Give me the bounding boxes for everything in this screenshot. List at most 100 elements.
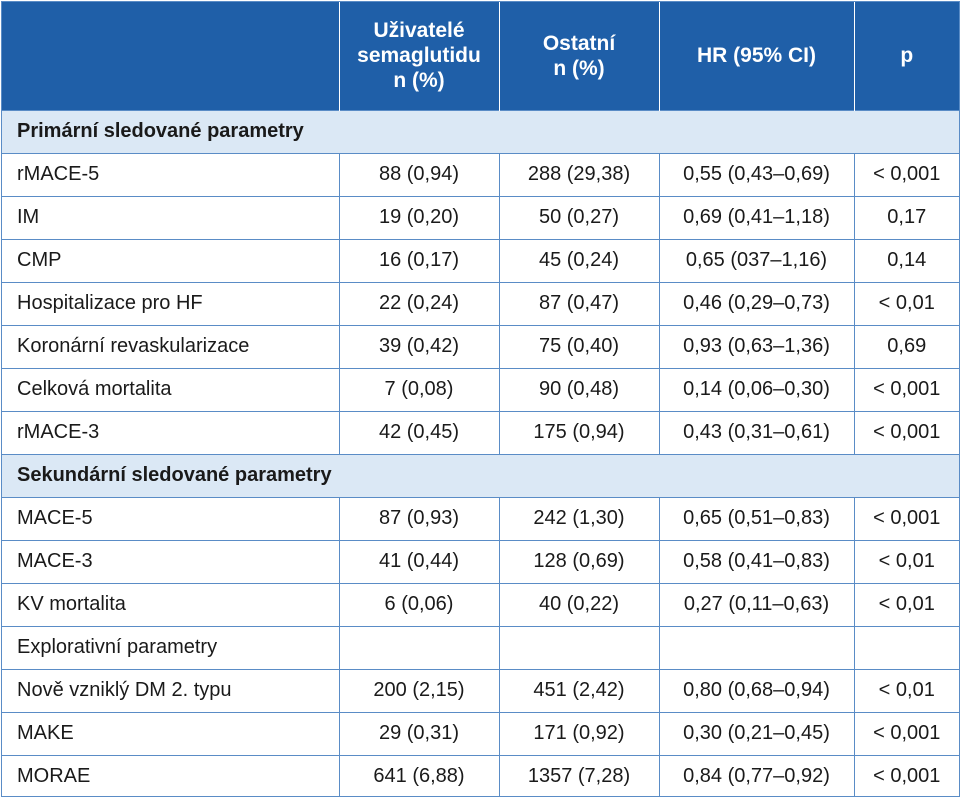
row-label: Celková mortalita xyxy=(2,367,340,411)
cell-p-value: < 0,001 xyxy=(854,754,959,796)
row-label: MACE-5 xyxy=(2,496,340,540)
header-hazard-ratio: HR (95% CI) xyxy=(659,2,855,110)
cell-hazard-ratio: 0,93 (0,63–1,36) xyxy=(659,324,855,368)
cell-p-value: 0,69 xyxy=(854,324,959,368)
cell-semaglutide-users: 7 (0,08) xyxy=(339,367,500,411)
section-header-row: Primární sledované parametry xyxy=(2,109,959,153)
cell-others: 90 (0,48) xyxy=(499,367,660,411)
cell-others: 288 (29,38) xyxy=(499,152,660,196)
table-row: Hospitalizace pro HF 22 (0,24) 87 (0,47) 0,… xyxy=(2,281,959,325)
table-row: rMACE-3 42 (0,45) 175 (0,94) 0,43 (0,31–0,6… xyxy=(2,410,959,454)
header-line: semaglutidu xyxy=(357,44,481,68)
cell-others: 50 (0,27) xyxy=(499,195,660,239)
cell-semaglutide-users: 22 (0,24) xyxy=(339,281,500,325)
cell-others: 128 (0,69) xyxy=(499,539,660,583)
cell-semaglutide-users: 87 (0,93) xyxy=(339,496,500,540)
row-label: Hospitalizace pro HF xyxy=(2,281,340,325)
row-label: rMACE-5 xyxy=(2,152,340,196)
cell-hazard-ratio: 0,58 (0,41–0,83) xyxy=(659,539,855,583)
cell-hazard-ratio: 0,46 (0,29–0,73) xyxy=(659,281,855,325)
cell-others: 171 (0,92) xyxy=(499,711,660,755)
section-title: Sekundární sledované parametry xyxy=(2,453,959,497)
cell-p-value xyxy=(854,625,959,669)
cell-hazard-ratio: 0,30 (0,21–0,45) xyxy=(659,711,855,755)
cell-semaglutide-users: 6 (0,06) xyxy=(339,582,500,626)
row-label: Koronární revaskularizace xyxy=(2,324,340,368)
cell-others: 75 (0,40) xyxy=(499,324,660,368)
header-line: n (%) xyxy=(393,69,445,93)
cell-semaglutide-users: 42 (0,45) xyxy=(339,410,500,454)
row-label: MACE-3 xyxy=(2,539,340,583)
cell-hazard-ratio: 0,43 (0,31–0,61) xyxy=(659,410,855,454)
cell-others: 87 (0,47) xyxy=(499,281,660,325)
cell-hazard-ratio: 0,55 (0,43–0,69) xyxy=(659,152,855,196)
cell-hazard-ratio: 0,27 (0,11–0,63) xyxy=(659,582,855,626)
section-header-row: Sekundární sledované parametry xyxy=(2,453,959,497)
cell-p-value: < 0,001 xyxy=(854,711,959,755)
cell-semaglutide-users: 39 (0,42) xyxy=(339,324,500,368)
cell-hazard-ratio: 0,65 (0,51–0,83) xyxy=(659,496,855,540)
table-row: rMACE-5 88 (0,94) 288 (29,38) 0,55 (0,43–0,… xyxy=(2,152,959,196)
cell-semaglutide-users: 88 (0,94) xyxy=(339,152,500,196)
cell-hazard-ratio: 0,84 (0,77–0,92) xyxy=(659,754,855,796)
table-header: Uživatelé semaglutidu n (%) Ostatní n (%… xyxy=(2,2,959,110)
cell-p-value: < 0,001 xyxy=(854,496,959,540)
cell-p-value: < 0,01 xyxy=(854,281,959,325)
header-line: Uživatelé xyxy=(373,19,465,43)
cell-semaglutide-users: 16 (0,17) xyxy=(339,238,500,282)
cell-semaglutide-users: 29 (0,31) xyxy=(339,711,500,755)
cell-semaglutide-users: 41 (0,44) xyxy=(339,539,500,583)
table-row: Celková mortalita 7 (0,08) 90 (0,48) 0,14 (… xyxy=(2,367,959,411)
cell-hazard-ratio xyxy=(659,625,855,669)
row-label: IM xyxy=(2,195,340,239)
row-label: MAKE xyxy=(2,711,340,755)
cell-others: 175 (0,94) xyxy=(499,410,660,454)
cell-p-value: < 0,001 xyxy=(854,367,959,411)
cell-p-value: < 0,001 xyxy=(854,410,959,454)
header-others: Ostatní n (%) xyxy=(499,2,660,110)
row-label: CMP xyxy=(2,238,340,282)
header-parameter xyxy=(2,2,340,110)
table-row: KV mortalita 6 (0,06) 40 (0,22) 0,27 (0,11–… xyxy=(2,582,959,626)
cell-p-value: < 0,01 xyxy=(854,668,959,712)
cell-hazard-ratio: 0,65 (037–1,16) xyxy=(659,238,855,282)
header-row: Uživatelé semaglutidu n (%) Ostatní n (%… xyxy=(2,2,959,110)
cell-semaglutide-users: 200 (2,15) xyxy=(339,668,500,712)
table-row: MORAE 641 (6,88) 1357 (7,28) 0,84 (0,77–0,9… xyxy=(2,754,959,796)
cell-p-value: < 0,01 xyxy=(854,582,959,626)
header-line: Ostatní xyxy=(542,31,616,55)
table-row: MACE-5 87 (0,93) 242 (1,30) 0,65 (0,51–0,83… xyxy=(2,496,959,540)
table-row: IM 19 (0,20) 50 (0,27) 0,69 (0,41–1,18) 0,17 xyxy=(2,195,959,239)
table-body: Primární sledované parametry rMACE-5 88 (0… xyxy=(2,109,959,796)
row-label: Nově vzniklý DM 2. typu xyxy=(2,668,340,712)
row-label: Explorativní parametry xyxy=(2,625,340,669)
cell-p-value: 0,14 xyxy=(854,238,959,282)
header-p-value: p xyxy=(854,2,959,110)
cell-others: 40 (0,22) xyxy=(499,582,660,626)
table-row: CMP 16 (0,17) 45 (0,24) 0,65 (037–1,16) 0,14 xyxy=(2,238,959,282)
cell-semaglutide-users: 641 (6,88) xyxy=(339,754,500,796)
cell-hazard-ratio: 0,80 (0,68–0,94) xyxy=(659,668,855,712)
header-semaglutide-users: Uživatelé semaglutidu n (%) xyxy=(339,2,500,110)
row-label: rMACE-3 xyxy=(2,410,340,454)
cell-others xyxy=(499,625,660,669)
table-row: MAKE 29 (0,31) 171 (0,92) 0,30 (0,21–0,45) <… xyxy=(2,711,959,755)
table-row: MACE-3 41 (0,44) 128 (0,69) 0,58 (0,41–0,83… xyxy=(2,539,959,583)
cell-hazard-ratio: 0,14 (0,06–0,30) xyxy=(659,367,855,411)
cell-others: 451 (2,42) xyxy=(499,668,660,712)
cell-others: 1357 (7,28) xyxy=(499,754,660,796)
cell-p-value: 0,17 xyxy=(854,195,959,239)
table-row: Nově vzniklý DM 2. typu 200 (2,15) 451 (2,… xyxy=(2,668,959,712)
cell-semaglutide-users: 19 (0,20) xyxy=(339,195,500,239)
row-label: KV mortalita xyxy=(2,582,340,626)
cell-semaglutide-users xyxy=(339,625,500,669)
cell-p-value: < 0,01 xyxy=(854,539,959,583)
table-row: Koronární revaskularizace 39 (0,42) 75 (0,… xyxy=(2,324,959,368)
table-row: Explorativní parametry xyxy=(2,625,959,669)
cell-others: 45 (0,24) xyxy=(499,238,660,282)
cell-p-value: < 0,001 xyxy=(854,152,959,196)
row-label: MORAE xyxy=(2,754,340,796)
section-title: Primární sledované parametry xyxy=(2,109,959,153)
